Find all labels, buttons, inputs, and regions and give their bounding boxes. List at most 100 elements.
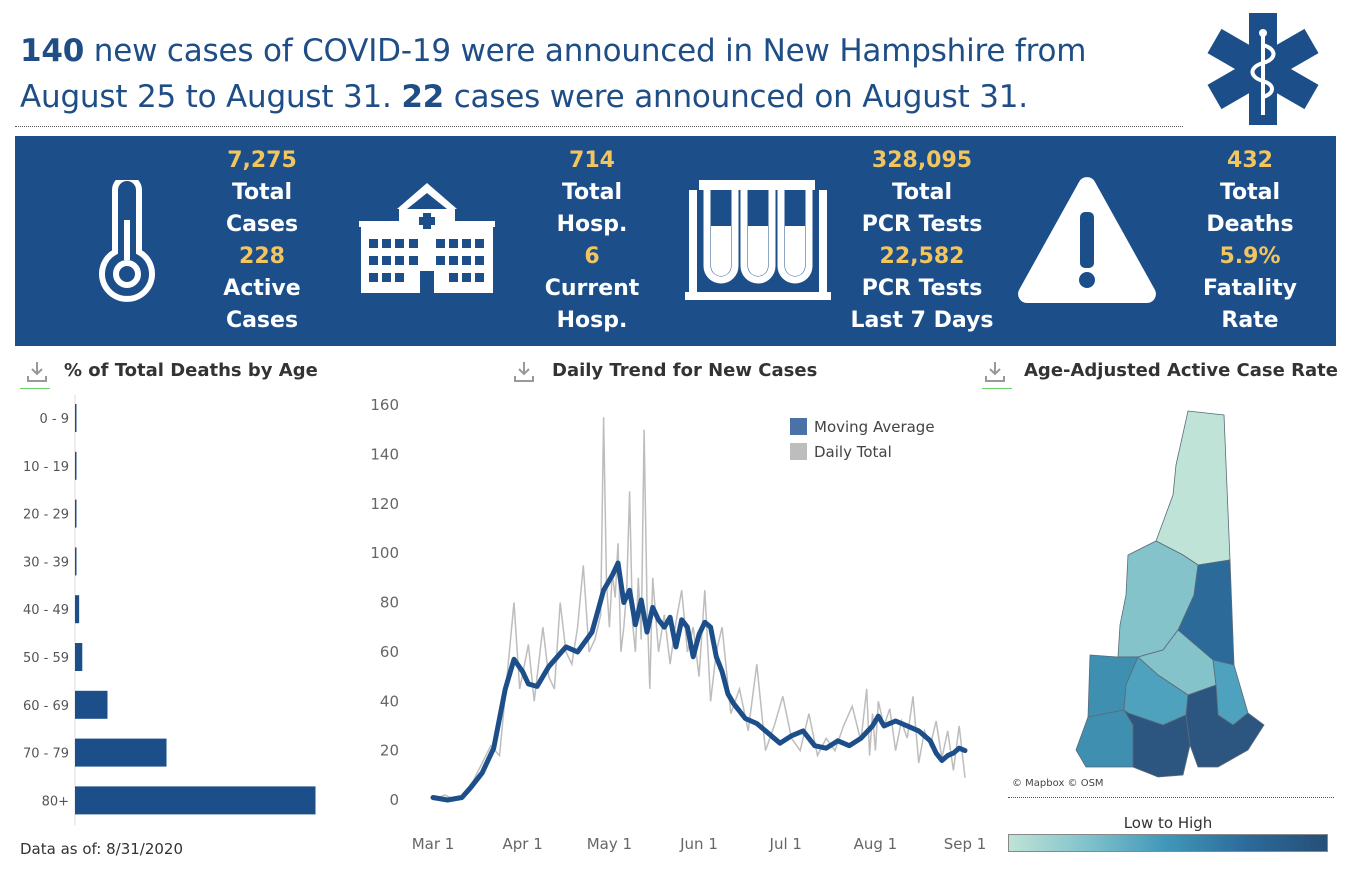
stat-value: 22,582 — [879, 244, 965, 269]
x-tick-label: Jun 1 — [679, 835, 718, 853]
age-bar[interactable] — [75, 738, 167, 767]
age-tick-label: 20 - 29 — [23, 508, 69, 523]
map-attribution: © Mapbox © OSM — [1012, 778, 1104, 789]
y-tick-label: 80 — [380, 594, 399, 612]
age-bar[interactable] — [75, 499, 77, 528]
stat-value: 7,275 — [227, 148, 297, 173]
age-bar[interactable] — [75, 404, 77, 432]
stat-label: Rate — [1221, 308, 1279, 333]
headline-day-count: 22 — [401, 79, 445, 115]
stat-label: Current — [544, 276, 640, 301]
headline-text-2: cases were announced on August 31. — [444, 79, 1028, 115]
hospital-icon — [359, 183, 495, 293]
stat-label: Total — [1219, 180, 1281, 205]
stat-label: Active — [223, 276, 301, 301]
age-bar[interactable] — [75, 643, 83, 671]
section-title-daily-trend: Daily Trend for New Cases — [552, 360, 818, 381]
stat-value: 432 — [1227, 148, 1273, 173]
stat-label: Fatality — [1203, 276, 1297, 301]
y-tick-label: 40 — [380, 692, 399, 710]
stat-label: Hosp. — [556, 308, 628, 333]
download-icon[interactable] — [984, 360, 1006, 384]
x-tick-label: Apr 1 — [502, 835, 542, 853]
map-region-hillsborough[interactable] — [1123, 709, 1191, 778]
map-region-rockingham[interactable] — [1185, 684, 1265, 768]
age-bar[interactable] — [75, 547, 77, 576]
x-tick-label: Aug 1 — [854, 835, 898, 853]
stat-cases: 7,275 Total Cases 228 Active Cases — [202, 145, 322, 337]
stat-value: 228 — [239, 244, 285, 269]
age-bar[interactable] — [75, 595, 80, 624]
y-tick-label: 140 — [370, 445, 399, 463]
age-tick-label: 10 - 19 — [23, 460, 69, 475]
stat-label: Last 7 Days — [850, 308, 994, 333]
age-tick-label: 40 - 49 — [23, 603, 69, 618]
stat-label: Hosp. — [556, 212, 628, 237]
x-tick-label: May 1 — [587, 835, 632, 853]
headline: 140 new cases of COVID-19 were announced… — [20, 28, 1170, 120]
stat-hospitalizations: 714 Total Hosp. 6 Current Hosp. — [527, 145, 657, 337]
age-tick-label: 60 - 69 — [23, 699, 69, 714]
legend-label-moving-average: Moving Average — [814, 418, 935, 436]
stat-tests: 328,095 Total PCR Tests 22,582 PCR Tests… — [837, 145, 1007, 337]
age-tick-label: 0 - 9 — [40, 412, 70, 427]
age-tick-label: 30 - 39 — [23, 555, 69, 570]
data-as-of-label: Data as of: 8/31/2020 — [20, 840, 184, 858]
stat-label: Total — [561, 180, 623, 205]
section-title-deaths-by-age: % of Total Deaths by Age — [64, 360, 318, 381]
deaths-by-age-chart: 0 - 9 10 - 19 20 - 29 30 - 39 40 - 49 50 - 59… — [23, 395, 316, 825]
stat-value: 5.9% — [1219, 244, 1281, 269]
y-tick-label: 160 — [370, 396, 399, 414]
map-region-cheshire[interactable] — [1075, 709, 1134, 768]
age-bar[interactable] — [75, 690, 108, 719]
headline-text-1: new cases of COVID-19 were announced in … — [20, 33, 1087, 115]
stat-label: Total — [231, 180, 293, 205]
section-underline — [20, 388, 50, 389]
download-icon[interactable] — [513, 360, 535, 384]
warning-icon — [1018, 177, 1156, 303]
color-scale-label: Low to High — [1123, 814, 1213, 832]
y-tick-label: 100 — [370, 544, 399, 562]
thermometer-icon — [99, 180, 155, 302]
stat-value: 6 — [584, 244, 600, 269]
age-tick-label: 70 - 79 — [23, 747, 69, 762]
summary-banner: 7,275 Total Cases 228 Active Cases 714 T… — [15, 136, 1336, 346]
section-title-active-case-rate: Age-Adjusted Active Case Rate — [1024, 360, 1338, 381]
section-underline — [982, 388, 1012, 389]
download-icon[interactable] — [26, 360, 48, 384]
y-tick-label: 20 — [380, 742, 399, 760]
stat-label: Total — [891, 180, 953, 205]
age-tick-label: 80+ — [42, 794, 69, 809]
nh-county-map[interactable] — [1008, 395, 1338, 795]
daily-trend-chart: 0 20 40 60 80 100 120 140 160 Mar 1 Apr 1 May 1 Jun … — [370, 396, 985, 853]
legend-label-daily-total: Daily Total — [814, 443, 892, 461]
age-tick-label: 50 - 59 — [23, 651, 69, 666]
stat-label: Cases — [225, 308, 299, 333]
headline-new-count: 140 — [20, 33, 85, 69]
stat-label: Cases — [225, 212, 299, 237]
star-of-life-icon — [1207, 13, 1319, 125]
y-tick-label: 60 — [380, 643, 399, 661]
test-tubes-icon — [685, 180, 831, 300]
age-bar[interactable] — [75, 786, 316, 815]
stat-deaths: 432 Total Deaths 5.9% Fatality Rate — [1185, 145, 1315, 337]
stat-label: PCR Tests — [861, 212, 983, 237]
x-tick-label: Jul 1 — [769, 835, 802, 853]
map-divider — [1008, 797, 1334, 798]
stat-label: Deaths — [1206, 212, 1294, 237]
stat-value: 328,095 — [871, 148, 973, 173]
y-tick-label: 0 — [389, 791, 399, 809]
headline-divider — [15, 126, 1183, 127]
x-tick-label: Sep 1 — [944, 835, 985, 853]
map-region-coos[interactable] — [1155, 410, 1231, 566]
age-bar[interactable] — [75, 451, 77, 480]
legend-swatch-daily-total[interactable] — [790, 443, 807, 460]
x-tick-label: Mar 1 — [412, 835, 455, 853]
color-scale-bar — [1008, 834, 1328, 852]
daily-total-line — [432, 417, 966, 801]
stat-label: PCR Tests — [861, 276, 983, 301]
legend-swatch-moving-average[interactable] — [790, 418, 807, 435]
moving-average-line — [430, 560, 968, 803]
stat-value: 714 — [569, 148, 615, 173]
y-tick-label: 120 — [370, 495, 399, 513]
